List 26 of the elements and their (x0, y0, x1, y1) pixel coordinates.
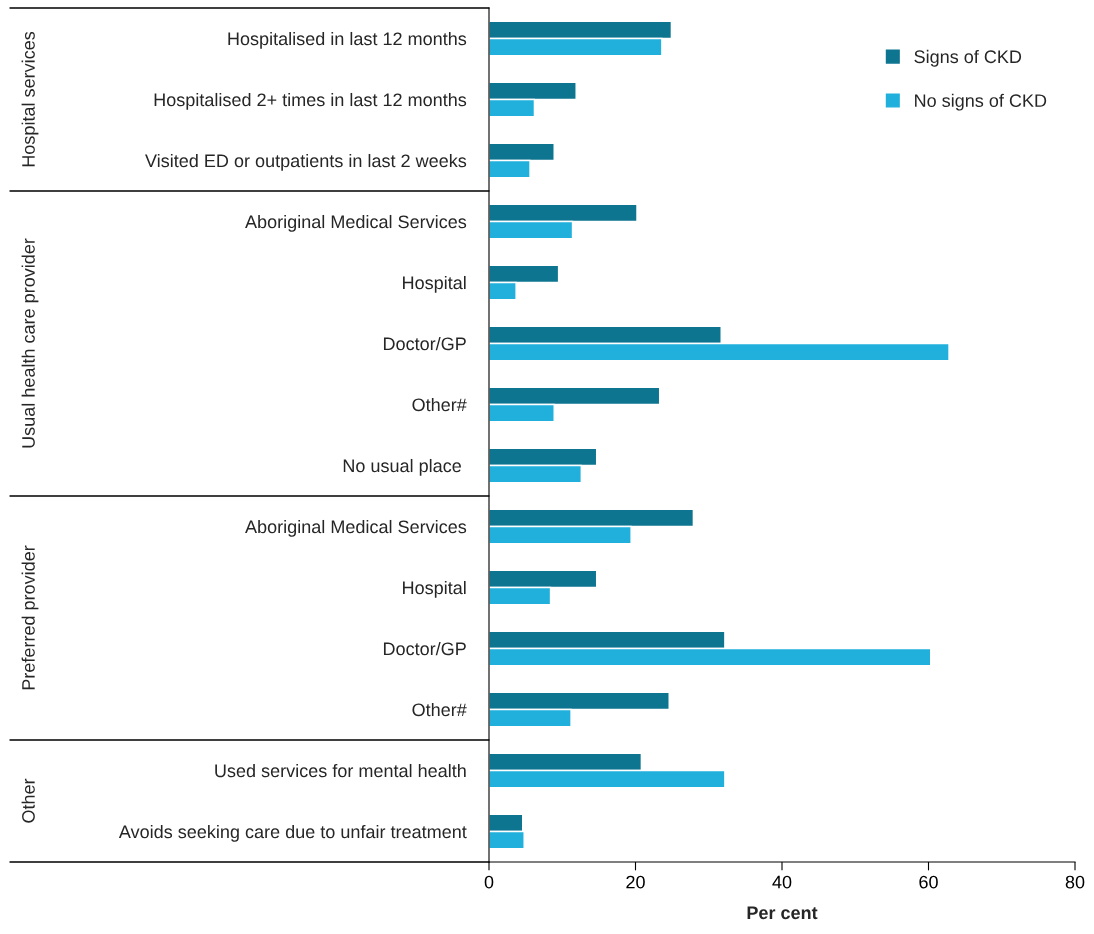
y-tick-label: Avoids seeking care due to unfair treatment (118, 824, 467, 842)
x-tick-label: 20 (626, 875, 645, 889)
x-tick-label: 40 (772, 875, 792, 889)
y-tick-label: Other# (412, 397, 467, 412)
text: Hospital services (21, 31, 39, 167)
x-tick-label: 60 (919, 875, 938, 889)
x-tick-label: 0 (484, 875, 494, 889)
x-tick-label: 80 (1065, 875, 1085, 889)
text: Other (21, 778, 35, 823)
y-tick-label: No usual place (343, 458, 461, 476)
legend-label: No signs of CKD (915, 93, 1047, 111)
y-tick-label: Hospital (403, 275, 466, 293)
y-tick-label: Aboriginal Medical Services (245, 519, 467, 537)
y-tick-label: Hospitalised in last 12 months (228, 31, 467, 49)
legend-label: Signs of CKD (914, 49, 1022, 67)
y-tick-label: Aboriginal Medical Services (245, 214, 467, 232)
y-tick-label: Visited ED or outpatients in last 2 weeks (145, 153, 467, 171)
y-tick-label: Hospital (403, 580, 466, 598)
y-tick-label: Other# (412, 702, 467, 717)
text: Usual health care provider (21, 238, 39, 448)
y-tick-label: Used services for mental health (215, 763, 466, 778)
y-tick-label: Doctor/GP (383, 336, 466, 351)
y-tick-label: Hospitalised 2+ times in last 12 months (154, 92, 467, 110)
y-tick-label: Doctor/GP (383, 641, 466, 656)
x-axis-title: Per cent (747, 906, 818, 920)
text: Preferred provider (21, 545, 39, 690)
